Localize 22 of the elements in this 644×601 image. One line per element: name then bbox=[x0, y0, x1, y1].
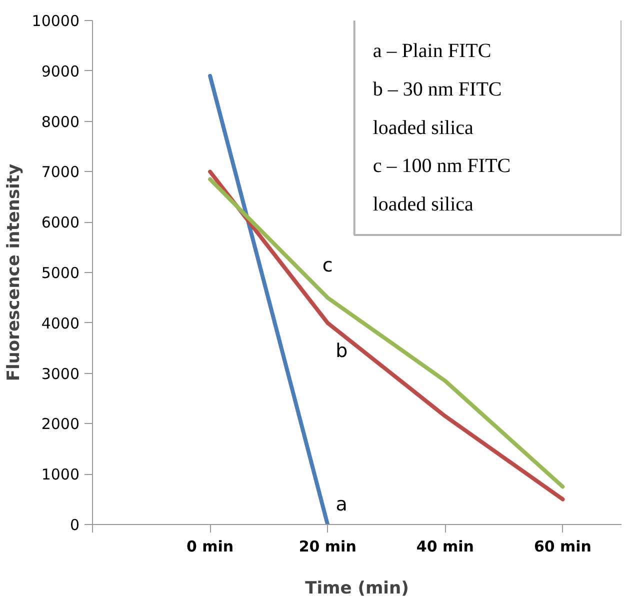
y-tick-label: 5000 bbox=[41, 264, 80, 282]
y-tick-label: 2000 bbox=[41, 415, 80, 434]
y-tick-label: 9000 bbox=[41, 62, 80, 80]
y-tick-label: 10000 bbox=[32, 12, 80, 30]
annotation: a – Plain FITC bbox=[372, 40, 492, 62]
series-label: c bbox=[322, 254, 333, 277]
y-tick-label: 8000 bbox=[41, 112, 80, 131]
annotation: c – 100 nm FITC loaded silica bbox=[372, 155, 511, 216]
y-tick-label: 0 bbox=[70, 516, 80, 534]
x-tick-label: 60 min bbox=[534, 538, 592, 556]
y-tick-label: 3000 bbox=[41, 364, 80, 383]
x-axis-title: Time (min) bbox=[305, 578, 409, 598]
x-tick-label: 40 min bbox=[416, 538, 474, 556]
y-axis-title: Fluorescence intensity bbox=[4, 164, 24, 382]
x-tick-label: 20 min bbox=[298, 538, 356, 556]
x-tick-label: 0 min bbox=[186, 538, 234, 556]
y-tick-label: 6000 bbox=[41, 214, 80, 232]
y-tick-label: 7000 bbox=[41, 163, 80, 182]
series-label: b bbox=[336, 340, 348, 362]
y-tick-label: 1000 bbox=[41, 466, 80, 484]
y-tick-label: 4000 bbox=[41, 314, 80, 332]
series-label: a bbox=[336, 494, 348, 516]
